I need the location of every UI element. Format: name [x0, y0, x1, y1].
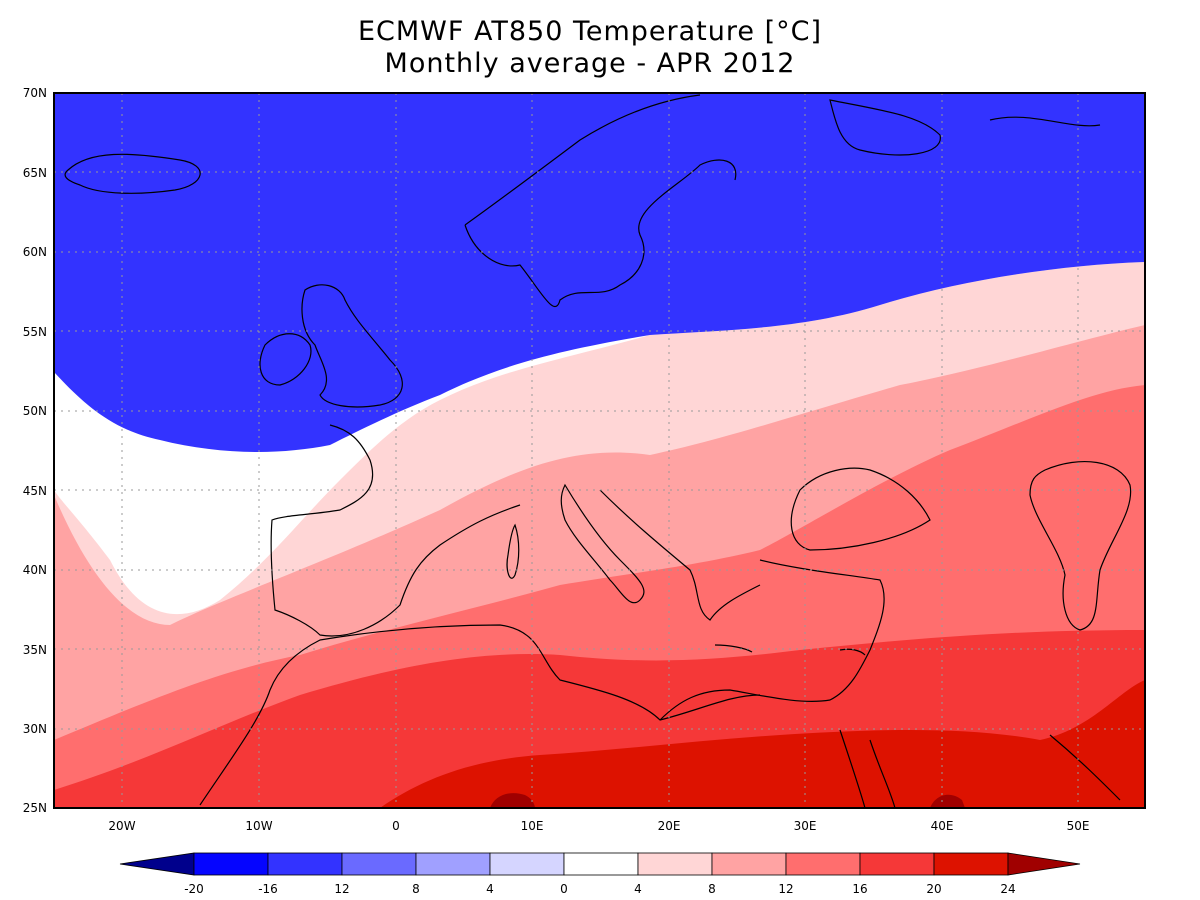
- coast-sardinia-corsica: [506, 523, 520, 579]
- map-frame: [53, 92, 1146, 809]
- coast-britain: [301, 284, 403, 408]
- colorbar-tick-label: 16: [852, 882, 867, 896]
- colorbar-cell: [415, 852, 491, 876]
- colorbar-cell: [637, 852, 713, 876]
- lon-label: 10E: [521, 819, 544, 833]
- coast-caspian: [1029, 460, 1132, 631]
- colorbar-cell: [563, 852, 639, 876]
- colorbar-cell: [267, 852, 343, 876]
- lat-label: 25N: [23, 801, 47, 815]
- coast-red-sea: [839, 729, 896, 808]
- colorbar-cell-over: [1007, 852, 1081, 876]
- lat-label: 60N: [23, 245, 47, 259]
- temperature-field: [54, 93, 1145, 808]
- colorbar: [119, 852, 1081, 876]
- lon-label: 0: [392, 819, 400, 833]
- lon-label: 20W: [108, 819, 135, 833]
- lat-label: 70N: [23, 86, 47, 100]
- colorbar-tick-label: 12: [334, 882, 349, 896]
- lon-label: 40E: [931, 819, 954, 833]
- lon-label: 30E: [794, 819, 817, 833]
- lon-label: 10W: [245, 819, 272, 833]
- colorbar-tick-label: 8: [412, 882, 420, 896]
- lat-label: 45N: [23, 484, 47, 498]
- coast-persian-gulf: [1049, 734, 1121, 801]
- colorbar-tick-label: 20: [926, 882, 941, 896]
- gridlines: [54, 93, 1145, 808]
- coast-scandinavia: [464, 94, 737, 308]
- coast-italy: [560, 483, 645, 604]
- colorbar-tick-label: 24: [1000, 882, 1015, 896]
- lon-label: 50E: [1067, 819, 1090, 833]
- colorbar-cell: [785, 852, 861, 876]
- coast-north-africa: [199, 624, 761, 806]
- lat-label: 50N: [23, 404, 47, 418]
- colorbar-cell: [489, 852, 565, 876]
- colorbar-cell: [341, 852, 417, 876]
- lon-labels: 20W 10W 0 10E 20E 30E 40E 50E: [108, 819, 1089, 833]
- chart-subtitle: Monthly average - APR 2012: [384, 48, 796, 79]
- band-20-24: [380, 680, 1145, 808]
- colorbar-cell: [711, 852, 787, 876]
- colorbar-tick-label: -16: [258, 882, 278, 896]
- colorbar-tick-label: 4: [486, 882, 494, 896]
- colorbar-cell: [933, 852, 1009, 876]
- coast-balkans-greece: [599, 489, 761, 621]
- colorbar-tick-label: 8: [708, 882, 716, 896]
- coast-crete-cyprus: [714, 644, 866, 656]
- colorbar-tick-label: 12: [778, 882, 793, 896]
- lat-label: 55N: [23, 325, 47, 339]
- lat-label: 65N: [23, 166, 47, 180]
- colorbar-cell-under: [119, 852, 195, 876]
- coast-turkey-levant: [659, 559, 885, 721]
- colorbar-tick-label: 4: [634, 882, 642, 896]
- lat-label: 40N: [23, 563, 47, 577]
- coastlines: [64, 94, 1132, 808]
- band-minus16-12: [54, 93, 1145, 452]
- lat-labels: 70N 65N 60N 55N 50N 45N 40N 35N 30N 25N: [23, 86, 47, 815]
- lat-label: 35N: [23, 643, 47, 657]
- coast-west-europe: [270, 424, 521, 637]
- lat-label: 30N: [23, 722, 47, 736]
- colorbar-labels: -20 -16 12 8 4 0 4 8 12 16 20 24: [184, 882, 1015, 896]
- lon-label: 20E: [658, 819, 681, 833]
- coast-black-sea: [790, 467, 931, 551]
- colorbar-tick-label: 0: [560, 882, 568, 896]
- coast-ireland: [259, 333, 312, 386]
- colorbar-cell: [859, 852, 935, 876]
- chart-title: ECMWF AT850 Temperature [°C]: [357, 16, 823, 47]
- colorbar-cell: [193, 852, 269, 876]
- coast-russia-north: [829, 99, 1101, 156]
- colorbar-tick-label: -20: [184, 882, 204, 896]
- coast-iceland: [64, 153, 201, 194]
